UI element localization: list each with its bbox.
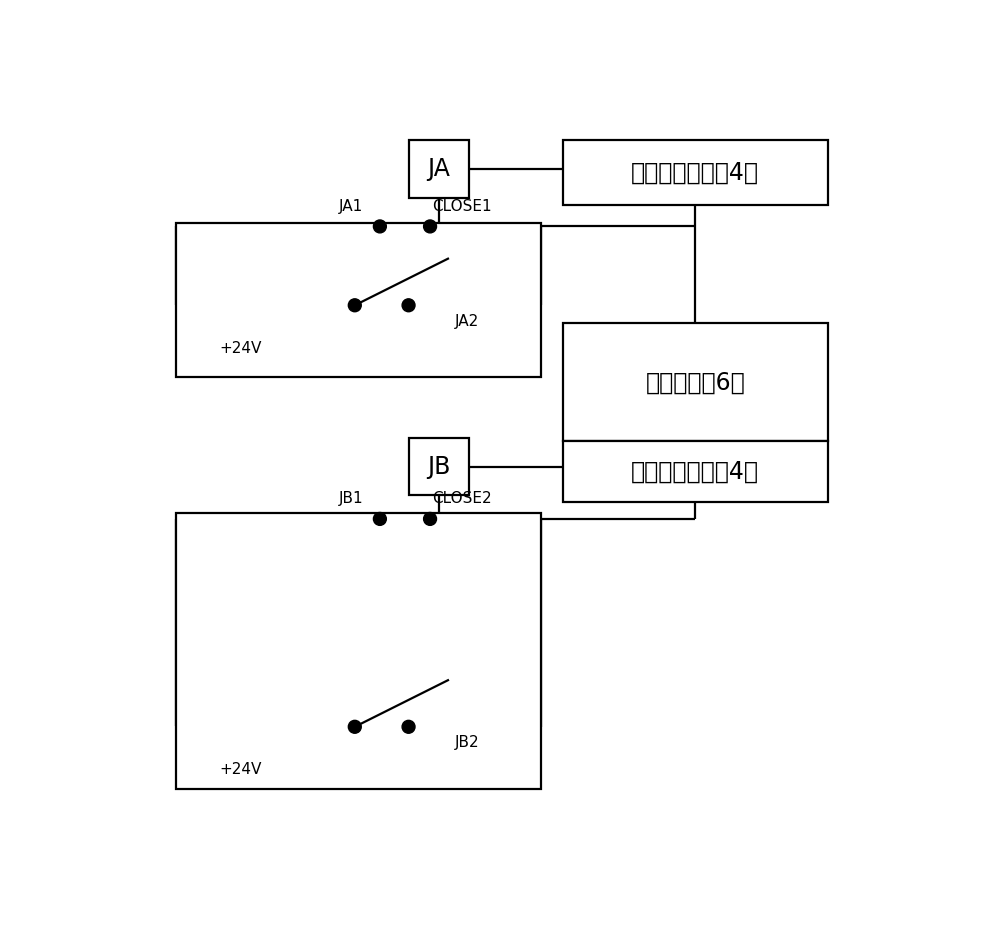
- Text: CLOSE2: CLOSE2: [433, 491, 492, 506]
- Bar: [409, 141, 469, 197]
- Circle shape: [402, 299, 415, 312]
- Text: 主控电路（6）: 主控电路（6）: [645, 371, 745, 395]
- Bar: [176, 223, 541, 377]
- Bar: [563, 441, 828, 503]
- Text: +24V: +24V: [219, 341, 261, 357]
- Circle shape: [424, 512, 437, 525]
- Text: 第一驱动电路（4）: 第一驱动电路（4）: [631, 161, 759, 184]
- Circle shape: [424, 220, 437, 233]
- Circle shape: [373, 512, 386, 525]
- Text: JB: JB: [427, 454, 451, 479]
- Text: +24V: +24V: [219, 762, 261, 777]
- Circle shape: [373, 220, 386, 233]
- Text: JB1: JB1: [339, 491, 364, 506]
- Text: CLOSE1: CLOSE1: [433, 198, 492, 213]
- Text: JA2: JA2: [455, 314, 479, 329]
- Bar: [409, 438, 469, 495]
- Text: 第一驱动电路（4）: 第一驱动电路（4）: [631, 460, 759, 484]
- Bar: [176, 513, 541, 789]
- Circle shape: [348, 721, 361, 734]
- Bar: [563, 141, 828, 205]
- Circle shape: [348, 299, 361, 312]
- Text: JA1: JA1: [339, 198, 363, 213]
- Bar: [563, 323, 828, 441]
- Text: JA: JA: [428, 157, 450, 181]
- Text: JB2: JB2: [455, 735, 480, 750]
- Circle shape: [402, 721, 415, 734]
